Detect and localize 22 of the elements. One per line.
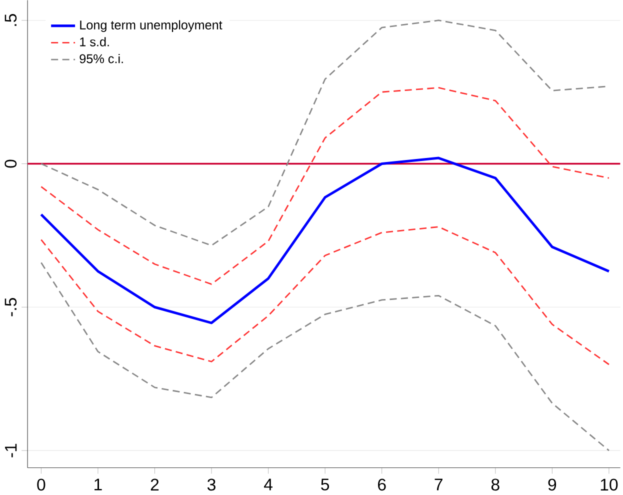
x-tick-label: 6 (378, 478, 386, 490)
x-tick-label: 4 (264, 478, 272, 490)
x-tick-label: 7 (434, 478, 442, 490)
line-series (40, 262, 610, 452)
line-series (40, 86, 610, 285)
x-tick-label: 2 (150, 478, 159, 490)
x-tick-label: 9 (548, 478, 556, 490)
line-series (40, 156, 610, 324)
legend-label: 1 s.d. (80, 36, 109, 46)
x-tick-label: 0 (37, 478, 46, 490)
legend-label: Long term unemployment (80, 20, 222, 32)
x-tick-label: 8 (491, 478, 500, 490)
y-tick-label: -1 (5, 444, 17, 458)
line-series (40, 226, 610, 366)
y-tick-label: -.5 (4, 298, 17, 316)
x-tick-label: 3 (207, 478, 216, 490)
x-tick-label: 5 (321, 478, 330, 490)
legend-label: 95% c.i. (80, 54, 123, 64)
y-tick-label: 0 (4, 160, 17, 168)
x-tick-label: 1 (94, 478, 102, 490)
x-tick-label: 10 (600, 478, 618, 490)
y-tick-label: .5 (4, 14, 17, 26)
